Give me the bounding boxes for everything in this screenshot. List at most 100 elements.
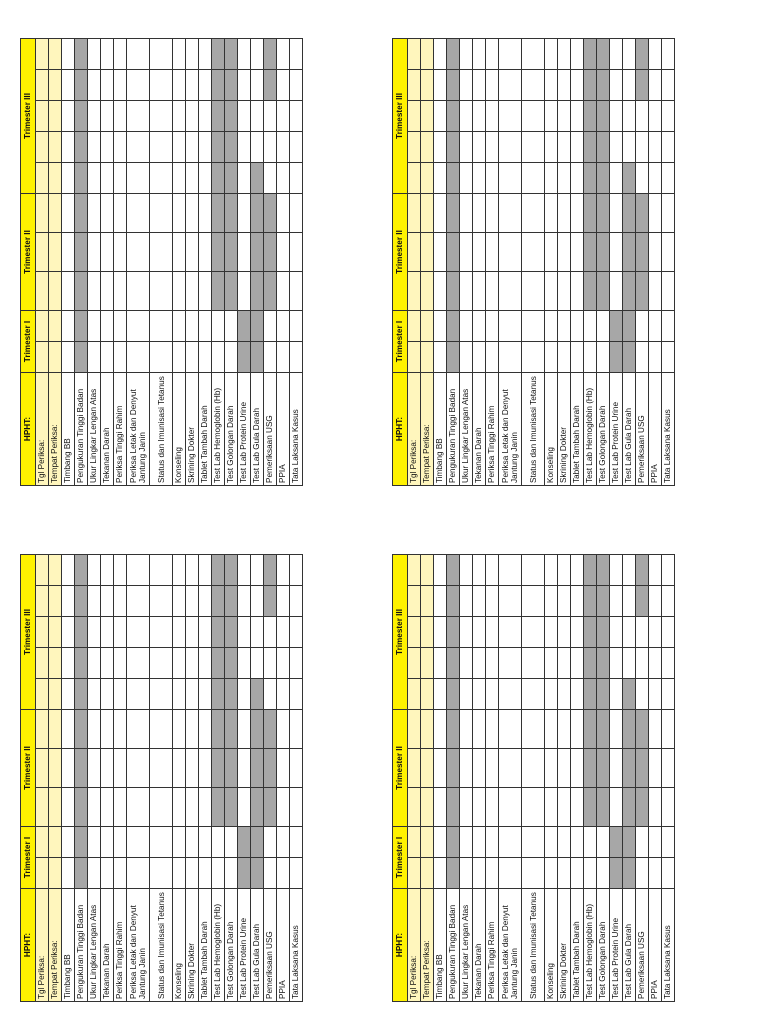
check-cell[interactable] (498, 69, 522, 101)
check-cell[interactable] (420, 857, 434, 889)
check-cell[interactable] (100, 100, 114, 132)
check-cell[interactable] (446, 193, 460, 233)
check-cell[interactable] (48, 647, 62, 679)
check-cell[interactable] (185, 310, 199, 342)
check-cell[interactable] (661, 585, 675, 617)
check-cell[interactable] (198, 69, 212, 101)
check-cell[interactable] (149, 748, 173, 788)
check-cell[interactable] (250, 748, 264, 788)
check-cell[interactable] (570, 647, 584, 679)
check-cell[interactable] (485, 748, 499, 788)
check-cell[interactable] (521, 647, 545, 679)
check-cell[interactable] (172, 857, 186, 889)
check-cell[interactable] (74, 554, 88, 586)
check-cell[interactable] (648, 678, 662, 710)
check-cell[interactable] (149, 826, 173, 858)
check-cell[interactable] (113, 554, 127, 586)
check-cell[interactable] (74, 748, 88, 788)
check-cell[interactable] (472, 232, 486, 272)
check-cell[interactable] (544, 162, 558, 194)
check-cell[interactable] (544, 232, 558, 272)
check-cell[interactable] (48, 678, 62, 710)
check-cell[interactable] (276, 310, 290, 342)
check-cell[interactable] (276, 554, 290, 586)
check-cell[interactable] (48, 69, 62, 101)
check-cell[interactable] (198, 100, 212, 132)
check-cell[interactable] (100, 709, 114, 749)
check-cell[interactable] (459, 341, 473, 373)
check-cell[interactable] (48, 271, 62, 311)
check-cell[interactable] (459, 826, 473, 858)
check-cell[interactable] (498, 826, 522, 858)
check-cell[interactable] (263, 787, 277, 827)
check-cell[interactable] (433, 748, 447, 788)
check-cell[interactable] (446, 616, 460, 648)
check-cell[interactable] (172, 826, 186, 858)
check-cell[interactable] (289, 341, 303, 373)
check-cell[interactable] (263, 193, 277, 233)
check-cell[interactable] (198, 857, 212, 889)
check-cell[interactable] (521, 585, 545, 617)
check-cell[interactable] (570, 131, 584, 163)
check-cell[interactable] (224, 69, 238, 101)
check-cell[interactable] (583, 100, 597, 132)
check-cell[interactable] (126, 787, 150, 827)
check-cell[interactable] (237, 38, 251, 70)
check-cell[interactable] (472, 678, 486, 710)
check-cell[interactable] (61, 787, 75, 827)
check-cell[interactable] (149, 647, 173, 679)
check-cell[interactable] (61, 341, 75, 373)
check-cell[interactable] (420, 100, 434, 132)
check-cell[interactable] (185, 131, 199, 163)
check-cell[interactable] (485, 162, 499, 194)
check-cell[interactable] (583, 826, 597, 858)
check-cell[interactable] (407, 616, 421, 648)
check-cell[interactable] (100, 787, 114, 827)
check-cell[interactable] (407, 585, 421, 617)
check-cell[interactable] (87, 131, 101, 163)
check-cell[interactable] (237, 271, 251, 311)
check-cell[interactable] (609, 271, 623, 311)
check-cell[interactable] (544, 857, 558, 889)
check-cell[interactable] (224, 857, 238, 889)
check-cell[interactable] (172, 271, 186, 311)
check-cell[interactable] (570, 709, 584, 749)
check-cell[interactable] (172, 585, 186, 617)
check-cell[interactable] (521, 100, 545, 132)
check-cell[interactable] (172, 232, 186, 272)
check-cell[interactable] (198, 38, 212, 70)
check-cell[interactable] (596, 100, 610, 132)
check-cell[interactable] (570, 787, 584, 827)
check-cell[interactable] (35, 271, 49, 311)
check-cell[interactable] (185, 193, 199, 233)
check-cell[interactable] (498, 100, 522, 132)
check-cell[interactable] (459, 69, 473, 101)
check-cell[interactable] (149, 232, 173, 272)
check-cell[interactable] (661, 162, 675, 194)
check-cell[interactable] (276, 38, 290, 70)
check-cell[interactable] (635, 100, 649, 132)
check-cell[interactable] (420, 647, 434, 679)
check-cell[interactable] (498, 709, 522, 749)
check-cell[interactable] (485, 341, 499, 373)
check-cell[interactable] (224, 162, 238, 194)
check-cell[interactable] (74, 585, 88, 617)
check-cell[interactable] (407, 38, 421, 70)
check-cell[interactable] (172, 131, 186, 163)
check-cell[interactable] (198, 709, 212, 749)
check-cell[interactable] (198, 310, 212, 342)
check-cell[interactable] (149, 100, 173, 132)
check-cell[interactable] (433, 709, 447, 749)
check-cell[interactable] (557, 69, 571, 101)
check-cell[interactable] (557, 585, 571, 617)
check-cell[interactable] (237, 232, 251, 272)
check-cell[interactable] (648, 131, 662, 163)
check-cell[interactable] (289, 826, 303, 858)
check-cell[interactable] (289, 616, 303, 648)
check-cell[interactable] (648, 647, 662, 679)
check-cell[interactable] (583, 748, 597, 788)
check-cell[interactable] (276, 857, 290, 889)
check-cell[interactable] (648, 69, 662, 101)
check-cell[interactable] (635, 647, 649, 679)
check-cell[interactable] (622, 193, 636, 233)
